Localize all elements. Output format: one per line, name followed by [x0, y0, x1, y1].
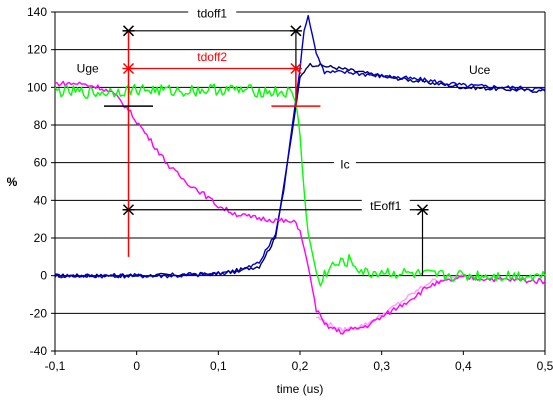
series-label-bg — [464, 62, 495, 79]
interval-label-bg — [188, 5, 237, 22]
y-tick-label: -20 — [30, 306, 48, 320]
x-tick-label: 0,1 — [210, 359, 227, 373]
x-tick-label: 0,2 — [292, 359, 309, 373]
interval-label-bg — [361, 197, 410, 214]
series-label-uge: Uge — [77, 61, 99, 75]
y-tick-label: 80 — [34, 118, 48, 132]
x-tick-label: 0 — [133, 359, 140, 373]
interval-label: tdoff1 — [197, 7, 227, 21]
y-tick-label: 0 — [40, 269, 47, 283]
series-label-bg — [333, 156, 356, 173]
y-axis-label: % — [7, 175, 18, 189]
x-tick-label: 0,3 — [373, 359, 390, 373]
y-tick-label: -40 — [30, 344, 48, 358]
y-tick-label: 20 — [34, 231, 48, 245]
y-tick-label: 100 — [27, 80, 47, 94]
series-line-ic — [54, 83, 546, 287]
y-tick-label: 60 — [34, 156, 48, 170]
interval-label: tdoff2 — [197, 50, 227, 64]
series-label-bg — [72, 60, 103, 77]
series-line-uce2 — [54, 62, 546, 279]
annotation-group: tdoff1 tdoff2 tEoff1 Uge Uce Ic — [72, 5, 495, 276]
series-line-uge — [54, 80, 546, 335]
series-label-ic: Ic — [340, 157, 349, 171]
x-axis-label: time (us) — [277, 382, 324, 396]
axes — [51, 11, 546, 355]
interval-label: tEoff1 — [370, 199, 401, 213]
tick-labels: -40 -20 0 20 40 60 80 100 120 140 -0,1 0 0,1 0,2 0,3 0,… — [27, 5, 553, 373]
y-tick-label: 40 — [34, 193, 48, 207]
x-tick-label: 0,4 — [455, 359, 472, 373]
x-tick-label: -0,1 — [45, 359, 66, 373]
y-tick-label: 140 — [27, 5, 47, 19]
series-line-uge2 — [316, 274, 464, 333]
y-tick-label: 120 — [27, 43, 47, 57]
x-tick-label: 0,5 — [537, 359, 553, 373]
series-label-uce: Uce — [469, 63, 491, 77]
